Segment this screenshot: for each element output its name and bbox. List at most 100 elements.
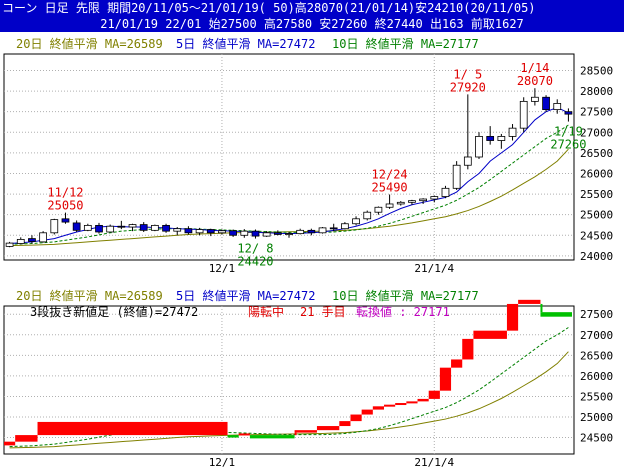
y-tick-label: 28500 [580,64,613,77]
candle-body [184,228,193,234]
candle-body [307,229,316,234]
price-summary: 21/01/19 22/01 始27500 高27580 安27260 終274… [0,16,624,32]
candle-body [50,219,59,234]
candle-body [206,229,215,234]
tlb-brick-up [439,367,452,391]
tlb-brick-up [518,299,541,304]
candle-body [408,200,416,203]
candle-body [564,111,573,115]
y-tick-label: 27500 [580,308,613,321]
tlb-brick-up [37,421,228,436]
candle-body [240,230,249,236]
tlb-brick-up [339,421,351,427]
candle-body [519,100,528,129]
candle-body [341,223,349,230]
annotation-date: 1/14 [520,61,549,75]
y-tick-label: 25500 [580,390,613,403]
annotation-date: 11/12 [47,186,83,200]
candle-body [475,135,483,158]
candle-body [151,224,159,231]
candle-body [162,224,170,232]
tlb-brick-down [249,435,295,439]
tlb-brick-up [506,303,519,331]
tlb-brick-up [406,401,418,404]
tlb-brick-up [417,398,429,402]
annotation-price: 25050 [47,199,83,213]
tlb-brick-down [227,435,239,438]
annotation-price: 27920 [450,80,486,94]
candle-body [61,218,70,223]
legend-ma5: 5日 終値平滑 MA=27472 [176,36,315,51]
candle-body [95,224,103,233]
annotation-date: 1/ 5 [453,67,482,81]
y-tick-label: 27000 [580,329,613,342]
y-tick-label: 26500 [580,349,613,362]
annotation-price: 25490 [372,180,408,194]
candle-body [396,201,405,205]
tlb-brick-down [540,303,543,313]
candle-body [273,232,282,235]
legend-ma20: 20日 終値平滑 MA=26589 [16,36,163,51]
y-tick-label: 27000 [580,126,613,139]
y-tick-label: 25500 [580,188,613,201]
candle-body [363,211,372,220]
y-tick-label: 24500 [580,229,613,242]
tlb-brick-down [540,312,572,317]
candle-body [251,230,260,237]
candle-body [452,164,461,189]
tlb-brick-up [316,426,340,431]
candle-body [508,127,517,137]
candle-body [39,232,47,243]
tlb-brick-up [372,406,384,410]
annotation-price: 24420 [237,255,273,269]
y-tick-label: 25000 [580,411,613,424]
candle-body [139,224,148,231]
x-tick-label: 12/1 [209,456,236,469]
tlb-count: 21 手目 [300,305,346,319]
candle-body [318,227,327,234]
tlb-brick-up [428,390,440,399]
legend-ma10: 10日 終値平滑 MA=27177 [332,288,479,303]
bottom-panel-frame [3,305,575,455]
tlb-brick-up [451,359,463,368]
candle-body [28,238,36,242]
candle-body [195,229,204,234]
annotation-date: 12/24 [372,167,408,181]
ma5-line [9,107,569,245]
tlb-brick-up [473,330,507,339]
tlb-switch-value: 転換値 : 27171 [356,304,450,319]
y-tick-label: 25000 [580,209,613,222]
ma10-line [9,327,569,448]
candle-body [419,198,427,202]
legend-ma5: 5日 終値平滑 MA=27472 [176,288,315,303]
tlb-brick-up [294,430,317,433]
ma20-line [9,351,569,449]
candle-body [385,203,394,208]
candle-body [106,225,115,233]
y-tick-label: 26000 [580,167,613,180]
candle-body [285,233,293,236]
candle-body [352,218,360,225]
y-tick-label: 26500 [580,147,613,160]
tlb-brick-up [238,433,250,436]
y-tick-label: 24000 [580,250,613,263]
candle-body [16,238,25,244]
annotation-price: 27260 [550,138,586,152]
y-tick-label: 24500 [580,432,613,445]
x-tick-label: 21/1/4 [414,262,454,275]
candle-body [374,206,383,213]
tlb-brick-up [384,404,396,407]
tlb-brick-up [15,435,38,442]
candle-body [5,242,14,247]
legend-ma20: 20日 終値平滑 MA=26589 [16,288,163,303]
candle-body [542,96,550,111]
ma10-line [9,124,569,245]
candle-body [463,156,472,166]
annotation-date: 1/19 [554,125,583,139]
candle-body [296,229,305,235]
y-tick-label: 28000 [580,85,613,98]
candle-body [173,228,182,232]
candle-body [262,232,271,237]
candle-body [497,135,506,141]
